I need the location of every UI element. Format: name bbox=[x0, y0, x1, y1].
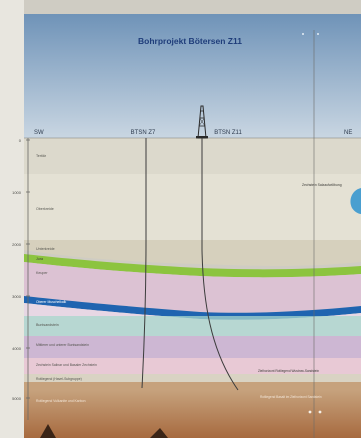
marker-dot bbox=[318, 410, 322, 414]
layer-buntsandstein bbox=[24, 316, 361, 336]
layer-jura bbox=[24, 254, 361, 278]
annotation-z11-target: Zielhorizont Rotliegend Wustrow-Sandstei… bbox=[258, 369, 319, 373]
marker-dot bbox=[302, 33, 304, 35]
foreground-shadow bbox=[150, 428, 168, 438]
layer-rotliegend-havel bbox=[24, 382, 361, 390]
annotation-salt-dome: Zechstein Salzaufwölbung bbox=[302, 183, 342, 187]
layer-zechstein-basal bbox=[24, 374, 361, 382]
poster-title: Bohrprojekt Bötersen Z11 bbox=[138, 36, 242, 46]
depth-tick-0: 0 bbox=[19, 138, 22, 143]
label-mittlerer-buntsandstein: Mittlerer und unterer Buntsandstein bbox=[36, 343, 89, 347]
layer-rotliegend-vulkanite bbox=[24, 390, 361, 438]
layer-mittlerer-buntsandstein bbox=[24, 336, 361, 358]
depth-tick-1000: 1000 bbox=[12, 190, 22, 195]
well-label-btsn-z7: BTSN Z7 bbox=[131, 130, 156, 136]
foreground-shadow bbox=[40, 424, 56, 438]
well-label-btsn-z11: BTSN Z11 bbox=[214, 130, 242, 136]
drilling-rig-icon bbox=[196, 105, 208, 139]
label-tertiar: Tertiär bbox=[36, 154, 47, 158]
depth-tick-3000: 3000 bbox=[12, 294, 22, 299]
label-rotliegend-havel: Rotliegend (Havel-Subgruppe) bbox=[36, 377, 82, 381]
depth-tick-5000: 5000 bbox=[12, 396, 22, 401]
label-buntsandstein: Buntsandstein bbox=[36, 323, 59, 327]
marker-dot bbox=[317, 33, 319, 35]
annotation-z11-bottom: Rotliegend Basalt im Zielhorizont Sandst… bbox=[260, 395, 322, 399]
layer-tertiar bbox=[24, 138, 361, 174]
marker-dot bbox=[308, 410, 312, 414]
layer-keuper bbox=[24, 262, 361, 313]
direction-right: NE bbox=[344, 130, 352, 136]
label-zechstein: Zechstein Salinar und Basaler Zechstein bbox=[36, 363, 97, 367]
label-jura: Jura bbox=[36, 257, 43, 261]
poster-margin bbox=[0, 0, 24, 438]
label-unterkreide: Unterkreide bbox=[36, 247, 55, 251]
well-path-btsn-z7 bbox=[141, 138, 147, 389]
well-path-btsn-z11 bbox=[201, 138, 239, 391]
label-rotliegend-vulkanite: Rotliegend Vulkanite und Karbon bbox=[36, 399, 86, 403]
layer-oberkreide bbox=[24, 174, 361, 240]
layer-zechstein bbox=[24, 358, 361, 374]
salt-dome bbox=[350, 188, 361, 214]
layer-unterkreide bbox=[24, 240, 361, 266]
depth-ticks bbox=[26, 139, 30, 399]
depth-tick-4000: 4000 bbox=[12, 346, 22, 351]
label-keuper: Keuper bbox=[36, 271, 48, 275]
sky-band bbox=[24, 14, 361, 138]
direction-left: SW bbox=[34, 130, 44, 136]
label-oberkreide: Oberkreide bbox=[36, 207, 54, 211]
depth-tick-2000: 2000 bbox=[12, 242, 22, 247]
label-muschelkalk: Oberer Muschelkalk bbox=[36, 300, 66, 304]
layer-muschelkalk bbox=[24, 296, 361, 320]
